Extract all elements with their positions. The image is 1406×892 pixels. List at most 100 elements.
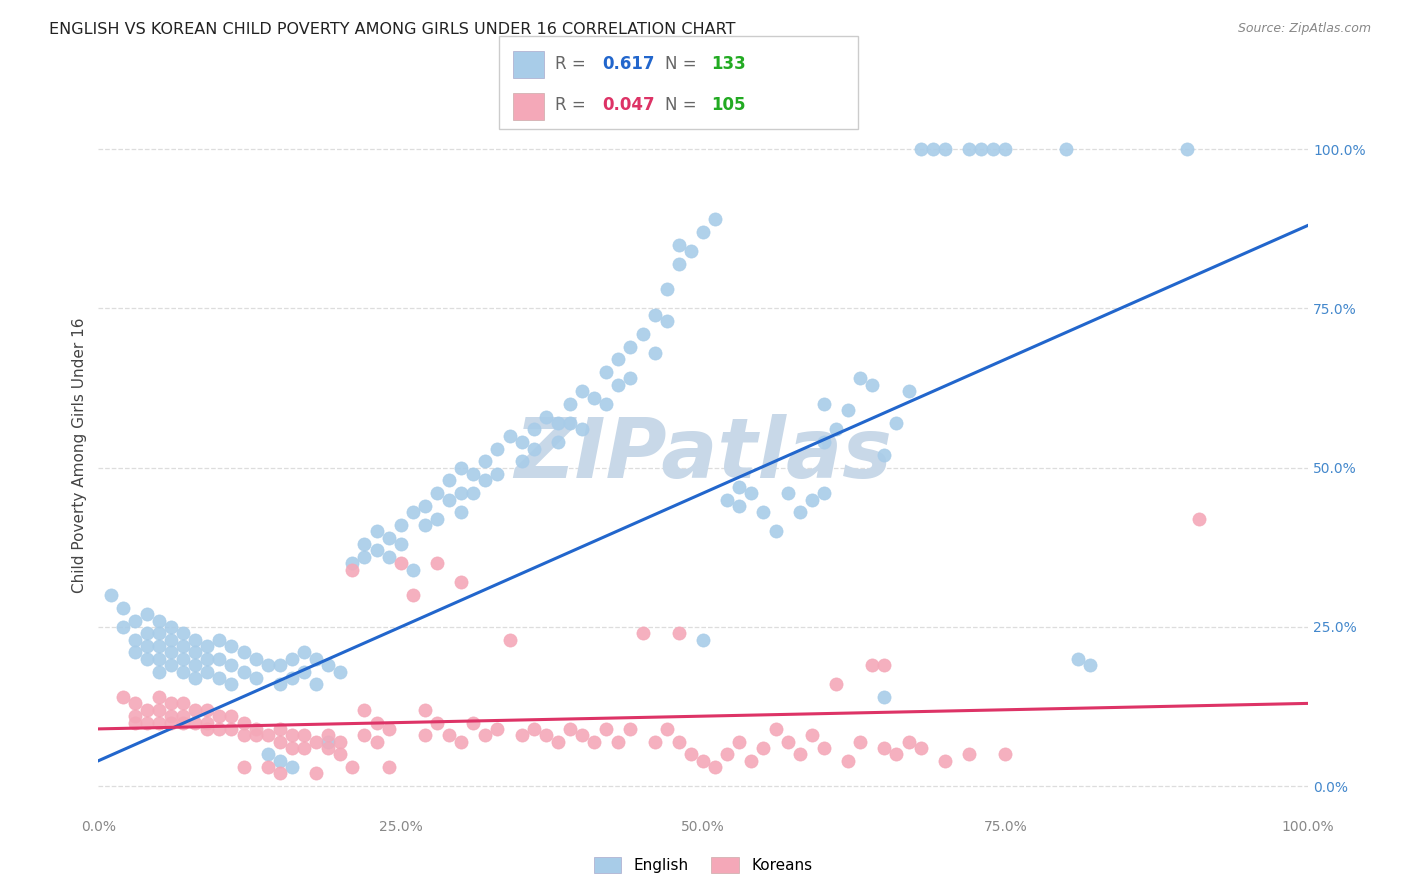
Point [837, 403, 859, 417]
Point [644, 346, 666, 360]
Point [655, 282, 678, 296]
Point [813, 741, 835, 756]
Point [245, 671, 267, 685]
Point [305, 652, 328, 666]
Point [377, 531, 399, 545]
Point [486, 442, 509, 456]
Point [583, 734, 606, 748]
Point [474, 474, 496, 488]
Point [195, 715, 218, 730]
Point [195, 665, 218, 679]
Point [281, 760, 304, 774]
Point [160, 697, 183, 711]
Point [668, 257, 690, 271]
Point [970, 142, 993, 156]
Point [595, 722, 617, 736]
Point [655, 722, 678, 736]
Point [849, 371, 872, 385]
Point [474, 454, 496, 468]
Text: 0.617: 0.617 [602, 54, 654, 73]
Text: 0.047: 0.047 [602, 96, 654, 114]
Point [160, 715, 183, 730]
Y-axis label: Child Poverty Among Girls Under 16: Child Poverty Among Girls Under 16 [72, 318, 87, 592]
Point [148, 665, 170, 679]
Point [704, 760, 727, 774]
Point [728, 480, 751, 494]
Point [305, 734, 328, 748]
Point [353, 703, 375, 717]
Point [256, 760, 278, 774]
Point [342, 760, 364, 774]
Point [160, 658, 183, 673]
Point [366, 524, 388, 539]
Point [148, 715, 170, 730]
Point [316, 658, 339, 673]
Text: N =: N = [665, 54, 702, 73]
Point [389, 518, 412, 533]
Point [135, 639, 157, 653]
Point [269, 722, 291, 736]
Point [849, 734, 872, 748]
Point [426, 511, 449, 525]
Point [1175, 142, 1198, 156]
Point [342, 563, 364, 577]
Point [135, 703, 157, 717]
Point [450, 575, 472, 590]
Text: ZIPatlas: ZIPatlas [515, 415, 891, 495]
Point [994, 142, 1017, 156]
Point [184, 632, 207, 647]
Point [692, 754, 714, 768]
Point [353, 549, 375, 564]
Point [474, 728, 496, 742]
Point [728, 499, 751, 513]
Point [221, 722, 243, 736]
Point [366, 715, 388, 730]
Point [377, 760, 399, 774]
Point [148, 703, 170, 717]
Text: R =: R = [555, 96, 592, 114]
Point [184, 671, 207, 685]
Point [426, 486, 449, 500]
Point [135, 715, 157, 730]
Point [305, 766, 328, 780]
Point [111, 620, 134, 634]
Point [329, 665, 352, 679]
Point [463, 715, 485, 730]
Point [208, 671, 231, 685]
Point [692, 225, 714, 239]
Point [558, 722, 581, 736]
Point [873, 658, 896, 673]
Point [377, 549, 399, 564]
Point [644, 734, 666, 748]
Point [450, 734, 472, 748]
Point [607, 377, 630, 392]
Point [413, 499, 436, 513]
Point [269, 658, 291, 673]
Point [148, 639, 170, 653]
Point [402, 563, 425, 577]
Point [232, 760, 254, 774]
Point [740, 486, 762, 500]
Point [245, 652, 267, 666]
Point [873, 690, 896, 704]
Point [450, 505, 472, 519]
Point [765, 722, 787, 736]
Point [595, 365, 617, 379]
Point [148, 652, 170, 666]
Point [716, 492, 738, 507]
Point [256, 728, 278, 742]
Point [437, 492, 460, 507]
Point [813, 397, 835, 411]
Point [498, 429, 520, 443]
Point [668, 237, 690, 252]
Point [860, 658, 883, 673]
Point [135, 652, 157, 666]
Point [195, 652, 218, 666]
Point [184, 703, 207, 717]
Point [184, 645, 207, 659]
Point [498, 632, 520, 647]
Point [873, 741, 896, 756]
Point [547, 416, 569, 430]
Point [208, 632, 231, 647]
Point [655, 314, 678, 328]
